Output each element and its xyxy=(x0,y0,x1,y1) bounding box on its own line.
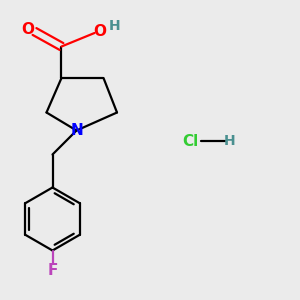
Text: N: N xyxy=(70,123,83,138)
Text: H: H xyxy=(224,134,235,148)
Text: H: H xyxy=(109,19,121,32)
Text: O: O xyxy=(21,22,34,38)
Text: Cl: Cl xyxy=(182,134,199,148)
Text: O: O xyxy=(93,24,106,39)
Text: F: F xyxy=(47,263,58,278)
